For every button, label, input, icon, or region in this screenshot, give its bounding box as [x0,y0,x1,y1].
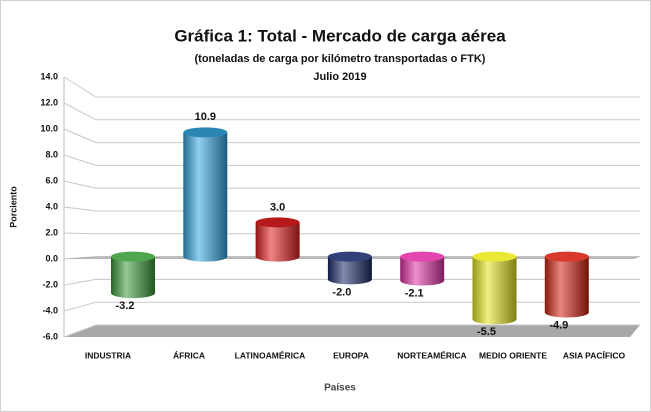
y-tick-label: 8.0 [45,149,58,159]
x-axis-label: Países [324,383,356,394]
grid-line [63,232,640,235]
chart-date: Julio 2019 [313,71,366,83]
bar [472,256,517,325]
bar [183,132,228,262]
bar [111,256,155,299]
bar-top [544,251,589,262]
x-tick-label: ÁFRICA [173,350,205,360]
data-label: -5.5 [477,326,496,338]
x-tick-label: ASIA PACÍFICO [563,350,626,360]
grid-line [63,278,640,286]
chart-title: Gráfica 1: Total - Mercado de carga aére… [174,26,506,45]
x-tick-label: EUROPA [333,350,369,360]
grid-line [63,206,640,212]
data-label: -2.1 [405,287,424,299]
y-axis-label: Porciento [8,186,18,228]
y-tick-label: 6.0 [45,175,58,185]
y-tick-label: -4.0 [42,305,58,315]
y-tick-label: 10.0 [40,123,58,133]
grid-line [63,154,640,166]
bar-top [400,251,445,262]
y-tick-label: -6.0 [42,331,58,341]
chart-subtitle: (toneladas de carga por kilómetro transp… [195,53,486,65]
bar-top [183,127,228,138]
bar-top [472,251,517,262]
bar [255,222,300,262]
bar-top [255,217,300,228]
floor [64,325,640,337]
bar [327,256,372,285]
y-tick-label: 4.0 [45,201,58,211]
data-label: 3.0 [270,201,285,213]
grid-line [63,128,640,144]
grid-line [63,324,640,338]
y-tick-label: 14.0 [40,71,58,81]
grid-line [63,301,640,312]
y-tick-label: 0.0 [45,253,58,263]
bar-top [327,251,372,262]
x-tick-label: NORTEAMÉRICA [397,350,466,360]
y-tick-label: 2.0 [45,227,58,237]
data-label: 10.9 [195,111,216,123]
x-tick-label: LATINOAMÉRICA [235,350,306,360]
grid-line [63,76,640,98]
bar [400,256,445,286]
grid-line [63,102,640,121]
bar [544,256,589,318]
grid-line [63,180,640,189]
data-label: -4.9 [549,319,568,331]
data-label: -2.0 [332,286,351,298]
x-tick-label: MEDIO ORIENTE [479,350,547,360]
data-label: -3.2 [116,300,135,312]
bar-top [111,251,155,262]
y-tick-label: 12.0 [40,97,58,107]
x-tick-label: INDUSTRIA [85,350,131,360]
y-tick-label: -2.0 [42,279,58,289]
